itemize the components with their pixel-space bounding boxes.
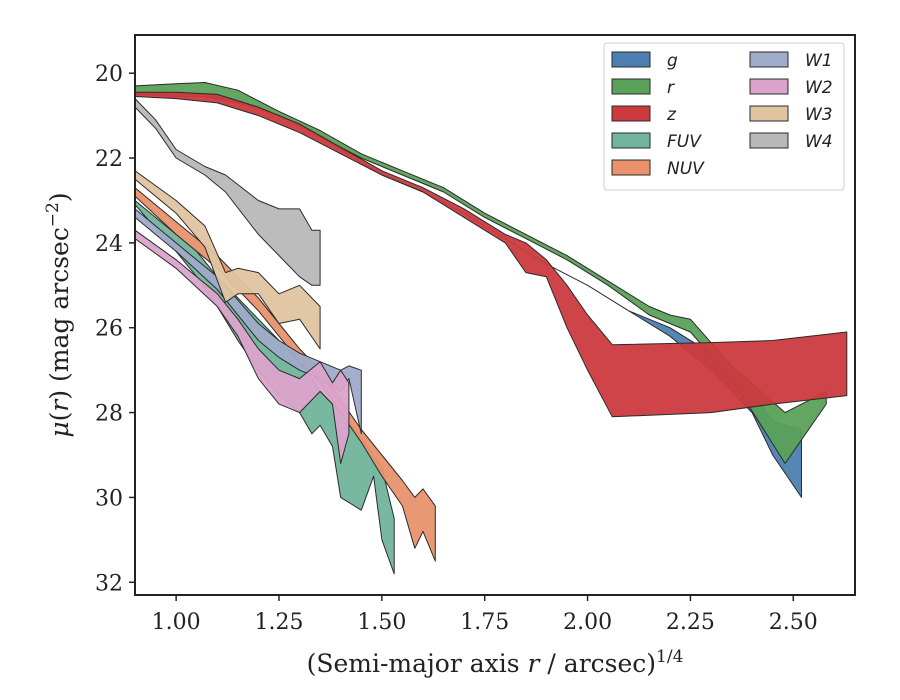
- legend-label-nuv: NUV: [667, 159, 705, 179]
- plot-frame: [134, 34, 856, 596]
- legend-label-w3: W3: [805, 105, 833, 125]
- y-axis-ticks: 20 22 24 26 28 30 32: [95, 62, 135, 596]
- y-tick-label: 22: [95, 147, 123, 172]
- band-z: [135, 91, 848, 418]
- band-nuv: [135, 187, 436, 562]
- y-tick-label: 24: [95, 232, 123, 257]
- legend-label-w2: W2: [805, 78, 833, 98]
- x-tick-label: 2.25: [666, 610, 715, 635]
- legend-entries: grz FUV NUV W1 W2 W3 W4: [611, 51, 833, 179]
- x-tick-label: 1.00: [152, 610, 201, 635]
- legend-label-fuv: FUV: [667, 132, 702, 152]
- band-w3: [135, 170, 321, 350]
- x-tick-label: 1.50: [357, 610, 406, 635]
- y-axis-label: μ(r) (mag arcsec−2): [43, 192, 74, 437]
- legend-swatch-w2: [749, 78, 789, 95]
- band-w1: [135, 208, 362, 435]
- legend-swatch-w4: [749, 132, 789, 149]
- y-tick-label: 30: [95, 486, 123, 511]
- x-tick-label: 1.75: [460, 610, 509, 635]
- legend-label-w4: W4: [805, 132, 833, 152]
- y-tick-label: 32: [95, 571, 123, 596]
- profile-bands: [135, 82, 848, 575]
- legend-swatch-nuv: [611, 159, 651, 176]
- x-tick-label: 2.00: [563, 610, 612, 635]
- legend-label-g: g: [667, 51, 678, 71]
- y-tick-label: 20: [95, 62, 123, 87]
- legend-swatch-fuv: [611, 132, 651, 149]
- x-axis-ticks: 1.00 1.25 1.50 1.75 2.00 2.25 2.50: [152, 595, 818, 635]
- legend-swatch-r: [611, 78, 651, 95]
- x-tick-label: 1.25: [255, 610, 304, 635]
- legend: grz FUV NUV W1 W2 W3 W4: [603, 42, 845, 191]
- y-tick-label: 26: [95, 317, 123, 342]
- legend-swatch-z: [611, 105, 651, 122]
- legend-label-r: r: [667, 78, 675, 98]
- band-w4: [135, 98, 321, 286]
- legend-swatch-w1: [749, 51, 789, 68]
- band-w2: [135, 229, 350, 464]
- legend-label-w1: W1: [805, 51, 833, 71]
- legend-swatch-w3: [749, 105, 789, 122]
- legend-swatch-g: [611, 51, 651, 68]
- x-axis-label: (Semi-major axis r / arcsec)1/4: [307, 647, 684, 678]
- legend-label-z: z: [666, 105, 677, 125]
- y-tick-label: 28: [95, 402, 123, 427]
- x-tick-label: 2.50: [769, 610, 818, 635]
